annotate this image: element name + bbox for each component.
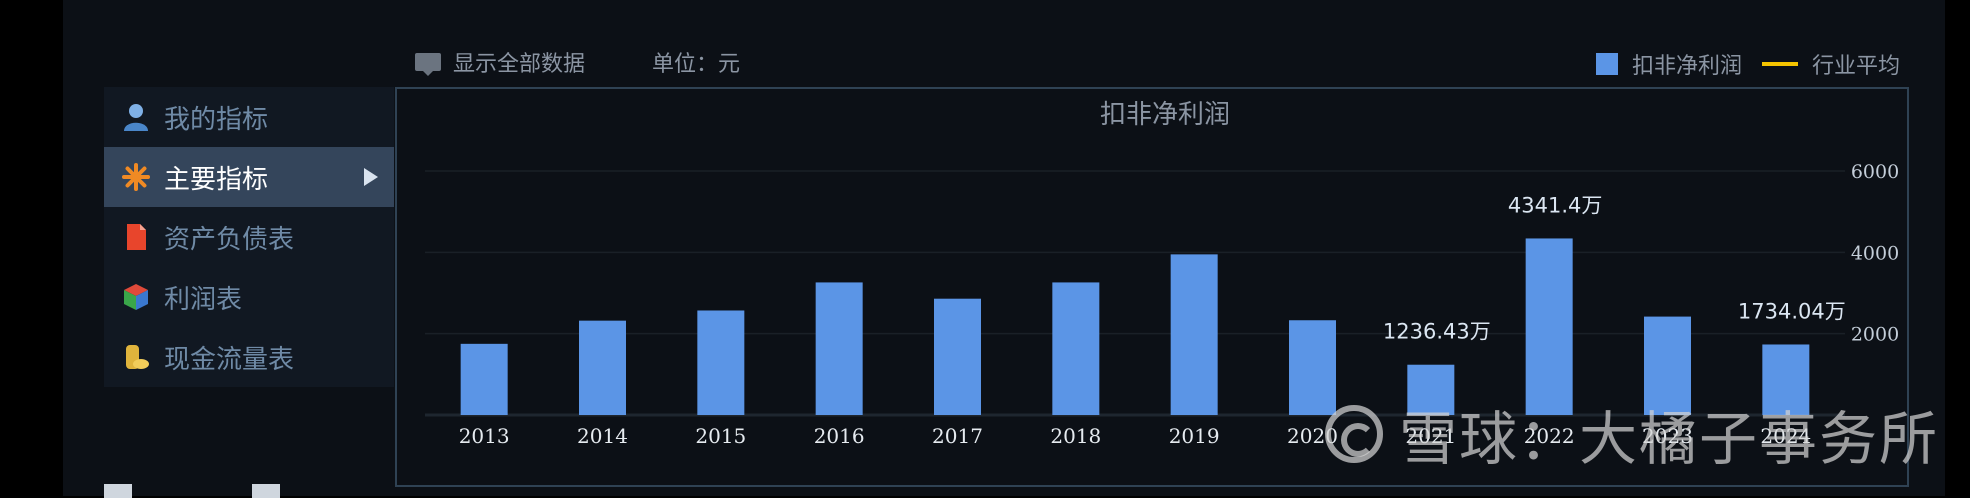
data-label: 1236.43万 xyxy=(1383,320,1491,344)
legend-line-swatch xyxy=(1761,62,1798,66)
x-tick-label: 2017 xyxy=(932,424,983,448)
x-tick-label: 2022 xyxy=(1524,424,1575,448)
comment-icon xyxy=(415,53,441,76)
sidebar-item-income-statement[interactable]: 利润表 xyxy=(104,267,394,327)
x-tick-label: 2021 xyxy=(1405,424,1456,448)
x-tick-label: 2013 xyxy=(459,424,510,448)
chevron-right-icon xyxy=(364,168,378,186)
unit-label: 单位：元 xyxy=(652,52,741,77)
chart-frame xyxy=(395,87,1909,487)
y-tick-label: 4000 xyxy=(1851,242,1899,264)
x-tick-label: 2024 xyxy=(1760,424,1811,448)
sidebar-item-balance-sheet[interactable]: 资产负债表 xyxy=(104,207,394,267)
sidebar-item-label: 现金流量表 xyxy=(164,344,295,375)
x-tick-label: 2019 xyxy=(1169,424,1220,448)
bar xyxy=(1525,238,1573,415)
cube-icon xyxy=(120,281,152,313)
x-tick-label: 2023 xyxy=(1642,424,1693,448)
sidebar-item-label: 主要指标 xyxy=(164,164,269,195)
window-edge xyxy=(1945,0,1970,496)
print-icon[interactable] xyxy=(104,484,132,498)
sidebar-item-label: 我的指标 xyxy=(164,104,269,135)
bar xyxy=(1289,320,1336,415)
bar xyxy=(1407,364,1455,415)
data-label: 1734.04万 xyxy=(1738,299,1846,323)
settings-icon[interactable] xyxy=(252,484,280,498)
bar xyxy=(934,298,981,415)
x-tick-label: 2015 xyxy=(695,424,746,448)
bottom-toolbar xyxy=(104,484,280,498)
coins-icon xyxy=(120,341,152,373)
bar xyxy=(460,343,508,415)
sidebar-item-cash-flow[interactable]: 现金流量表 xyxy=(104,327,394,387)
legend-label-industry[interactable]: 行业平均 xyxy=(1811,54,1900,79)
y-tick-label: 2000 xyxy=(1851,324,1899,346)
bar xyxy=(579,320,626,415)
x-tick-label: 2018 xyxy=(1050,424,1101,448)
profit-bar-chart: 扣非净利润 2000 4000 6000 2013 2014 2015 2016 2017 201… xyxy=(425,100,1899,448)
user-icon xyxy=(120,101,152,133)
sidebar-item-label: 利润表 xyxy=(164,284,243,315)
data-label: 4341.4万 xyxy=(1508,193,1602,217)
bar xyxy=(1170,254,1218,415)
legend-label-profit[interactable]: 扣非净利润 xyxy=(1631,54,1742,79)
x-tick-label: 2016 xyxy=(814,424,865,448)
chart-legend: 扣非净利润 行业平均 xyxy=(1595,48,1900,80)
watermark-text: 雪球：大橘子事务所 xyxy=(1399,405,1940,473)
star-icon xyxy=(120,161,152,193)
y-tick-label: 6000 xyxy=(1851,161,1899,183)
legend-bar-swatch xyxy=(1595,53,1618,75)
watermark: 雪球：大橘子事务所 xyxy=(1325,392,1939,476)
chart-title: 扣非净利润 xyxy=(1100,100,1230,130)
sidebar-item-my-indicators[interactable]: 我的指标 xyxy=(104,87,394,147)
sidebar-item-label: 资产负债表 xyxy=(164,224,295,255)
bar xyxy=(815,282,863,415)
bar xyxy=(1052,282,1100,415)
x-tick-label: 2014 xyxy=(577,424,628,448)
show-all-data-toggle[interactable]: 显示全部数据 xyxy=(415,48,586,77)
show-all-label: 显示全部数据 xyxy=(453,52,586,77)
bar xyxy=(1644,316,1691,415)
sidebar: 我的指标 主要指标 资产负债表 利润表 现金流量表 xyxy=(104,87,394,387)
xueqiu-logo-icon xyxy=(1325,405,1383,463)
sidebar-item-main-indicators[interactable]: 主要指标 xyxy=(104,147,394,207)
document-icon xyxy=(120,221,152,253)
bar xyxy=(697,310,745,415)
bar xyxy=(1762,344,1810,415)
